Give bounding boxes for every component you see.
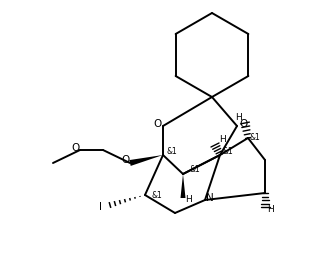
Text: O: O	[153, 119, 161, 129]
Text: &1: &1	[223, 147, 233, 156]
Polygon shape	[129, 155, 163, 166]
Text: H: H	[186, 195, 192, 205]
Text: N: N	[206, 193, 214, 203]
Text: O: O	[121, 155, 129, 165]
Text: &1: &1	[190, 166, 200, 175]
Text: I: I	[99, 202, 101, 212]
Text: &1: &1	[167, 147, 178, 156]
Text: &1: &1	[249, 132, 260, 142]
Text: &1: &1	[152, 190, 162, 199]
Text: H: H	[219, 135, 225, 144]
Text: H: H	[235, 113, 241, 123]
Text: H: H	[267, 206, 273, 214]
Text: O: O	[72, 143, 80, 153]
Text: O: O	[239, 119, 247, 129]
Polygon shape	[180, 174, 185, 198]
